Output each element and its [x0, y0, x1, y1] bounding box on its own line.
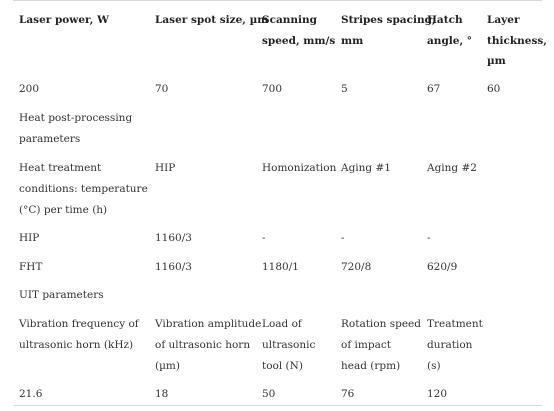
cell-uit-rotation-line2: of impact — [341, 335, 391, 355]
cell-fht-col3: 1180/1 — [262, 257, 299, 277]
cell-fht-col4: 720/8 — [341, 257, 371, 277]
cell-layer-thickness: 60 — [487, 79, 500, 99]
cell-uit-freq-value: 21.6 — [19, 384, 42, 404]
cell-uit-duration-line2: duration — [427, 335, 472, 355]
cell-uit-amp-line2: of ultrasonic horn — [155, 335, 250, 355]
header-stripes-line2: mm — [341, 31, 363, 51]
cell-uit-load-line3: tool (N) — [262, 356, 303, 376]
cell-hip-col4: - — [341, 228, 345, 248]
cell-uit-amp-line3: (µm) — [155, 356, 180, 376]
cell-stripes-spacing: 5 — [341, 79, 348, 99]
table-top-rule — [13, 0, 542, 1]
header-scanning-line1: Scanning — [262, 10, 317, 30]
header-stripes-line1: Stripes spacing, — [341, 10, 436, 30]
section-heat-line1: Heat post-processing — [19, 108, 132, 128]
section-uit-line1: UIT parameters — [19, 285, 104, 305]
cell-uit-amp-value: 18 — [155, 384, 168, 404]
header-layer-line3: µm — [487, 51, 506, 71]
cell-laser-power: 200 — [19, 79, 39, 99]
cell-hip-col2: 1160/3 — [155, 228, 192, 248]
cell-heat-conditions-line1: Heat treatment — [19, 158, 101, 178]
cell-uit-load-line1: Load of — [262, 314, 302, 334]
header-laser-power: Laser power, W — [19, 10, 109, 30]
cell-uit-freq-line1: Vibration frequency of — [19, 314, 139, 334]
cell-uit-rotation-line1: Rotation speed — [341, 314, 421, 334]
header-laser-spot-size: Laser spot size, µm — [155, 10, 268, 30]
cell-heat-conditions-line3: (°C) per time (h) — [19, 200, 107, 220]
cell-uit-amp-line1: Vibration amplitude — [155, 314, 261, 334]
cell-hip-col3: - — [262, 228, 266, 248]
cell-heat-conditions-line2: conditions: temperature — [19, 179, 148, 199]
cell-laser-spot: 70 — [155, 79, 168, 99]
cell-heat-hip: HIP — [155, 158, 175, 178]
cell-hatch-angle: 67 — [427, 79, 440, 99]
cell-fht-label: FHT — [19, 257, 42, 277]
header-hatch-line2: angle, ° — [427, 31, 472, 51]
cell-hip-col5: - — [427, 228, 431, 248]
header-layer-line2: thickness, — [487, 31, 547, 51]
cell-uit-duration-line1: Treatment — [427, 314, 483, 334]
cell-uit-rotation-line3: head (rpm) — [341, 356, 400, 376]
cell-uit-rotation-value: 76 — [341, 384, 354, 404]
cell-heat-aging-1: Aging #1 — [341, 158, 391, 178]
cell-uit-freq-line2: ultrasonic horn (kHz) — [19, 335, 133, 355]
cell-uit-duration-value: 120 — [427, 384, 447, 404]
cell-fht-col2: 1160/3 — [155, 257, 192, 277]
cell-heat-aging-2: Aging #2 — [427, 158, 477, 178]
cell-scanning-speed: 700 — [262, 79, 282, 99]
section-heat-line2: parameters — [19, 129, 80, 149]
cell-uit-duration-line3: (s) — [427, 356, 441, 376]
header-hatch-line1: Hatch — [427, 10, 463, 30]
cell-hip-label: HIP — [19, 228, 39, 248]
cell-fht-col5: 620/9 — [427, 257, 457, 277]
cell-uit-load-line2: ultrasonic — [262, 335, 315, 355]
table-bottom-rule — [13, 405, 542, 406]
cell-uit-load-value: 50 — [262, 384, 275, 404]
header-scanning-line2: speed, mm/s — [262, 31, 335, 51]
header-layer-line1: Layer — [487, 10, 520, 30]
cell-heat-homonization: Homonization — [262, 158, 336, 178]
